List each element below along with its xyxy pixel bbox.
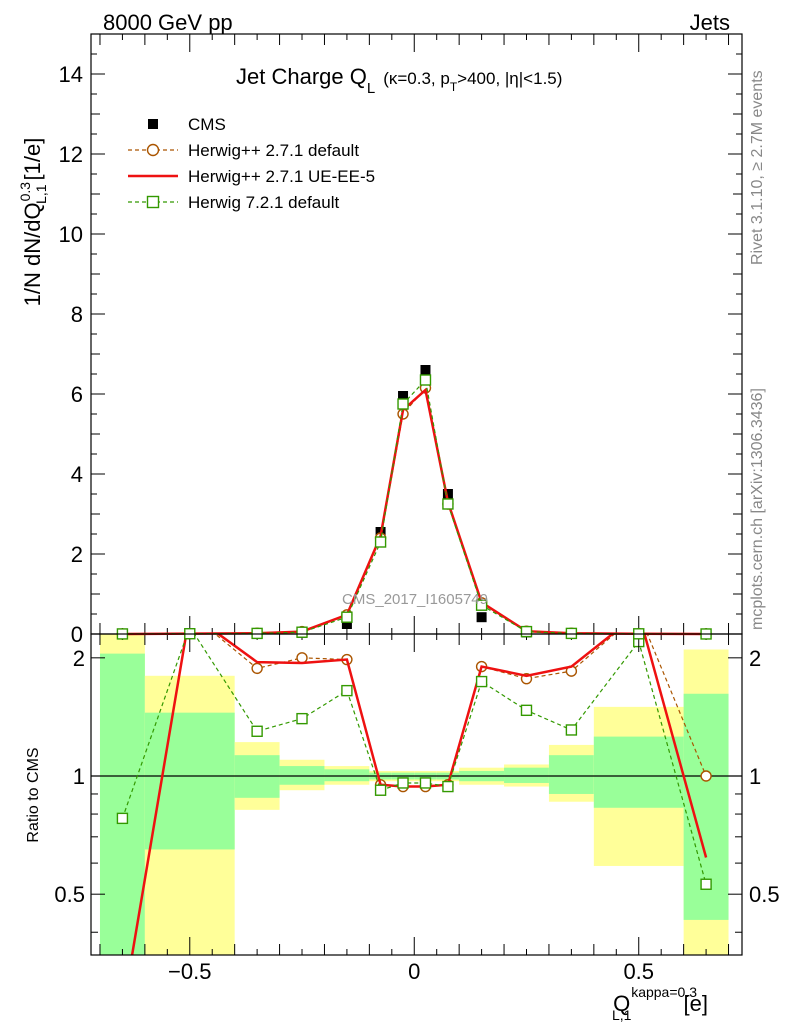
- ratio-y-tick-label-right: 1: [749, 764, 761, 789]
- title-main-sub: L: [367, 80, 375, 97]
- legend-marker: [148, 119, 158, 129]
- legend: CMS Herwig++ 2.7.1 default Herwig++ 2.7.1 …: [128, 115, 375, 212]
- x-label-unit: [e]: [683, 991, 707, 1016]
- y-label-main-sub: L,1: [33, 184, 49, 204]
- ratio-marker: [419, 777, 432, 789]
- ratio-marker: [374, 784, 387, 796]
- series-line: [122, 378, 707, 635]
- ratio-marker: [700, 878, 712, 890]
- x-label-sub: L,1: [612, 1007, 632, 1023]
- main-y-tick-label: 0: [71, 622, 83, 647]
- main-y-tick-label: 10: [59, 222, 83, 247]
- main-y-tick-label: 2: [71, 542, 83, 567]
- ratio-marker: [442, 780, 454, 793]
- data-point: [420, 365, 431, 375]
- ratio-marker: [520, 704, 533, 717]
- ratio-y-tick-label: 0.5: [54, 882, 85, 907]
- x-label-text: Q: [613, 991, 630, 1016]
- ratio-marker: [116, 812, 129, 825]
- main-y-tick-label: 4: [71, 462, 83, 487]
- header-process: Jets: [690, 10, 730, 35]
- series-marker: [397, 398, 409, 410]
- legend-label: Herwig 7.2.1 default: [188, 193, 339, 212]
- ratio-marker: [397, 777, 409, 789]
- ratio-marker: [296, 712, 308, 725]
- series-marker: [296, 626, 308, 638]
- y-axis-label-main: 1/N dN/dQ0.3L,1 [1/e]: [17, 138, 49, 307]
- main-y-tick-label: 6: [71, 382, 83, 407]
- uncertainty-band-stat: [593, 736, 684, 808]
- mcplots-caption: mcplots.cern.ch [arXiv:1306.3436]: [749, 388, 766, 630]
- y-label-main-text: 1/N dN/dQ: [20, 202, 45, 306]
- series-marker: [419, 374, 432, 386]
- title-cuts-b: >400, |η|<1.5): [457, 69, 562, 88]
- uncertainty-band-stat: [144, 712, 235, 850]
- legend-marker: [146, 143, 160, 157]
- data-point: [442, 489, 453, 499]
- ratio-panel: 0.5 0.51 12 2−0.5 0 0.5: [54, 34, 780, 984]
- main-panel: 0 2 4 6 8 10 12 14: [59, 33, 743, 647]
- x-tick-label: 0.5: [623, 959, 654, 984]
- uncertainty-band-stat: [99, 653, 145, 955]
- x-axis-label: Qkappa=0.3 L,1 [e]: [612, 984, 708, 1023]
- series-marker: [475, 599, 488, 611]
- ratio-marker: [565, 724, 578, 736]
- ratio-y-tick-label-right: 0.5: [749, 882, 780, 907]
- ratio-y-tick-label-right: 2: [749, 646, 761, 671]
- ratio-marker: [296, 652, 308, 664]
- ratio-line: [130, 634, 708, 955]
- legend-marker: [146, 195, 160, 209]
- ratio-clip-group: [91, 634, 742, 955]
- legend-label: CMS: [188, 115, 226, 134]
- main-y-tick-label: 14: [59, 62, 83, 87]
- data-point: [398, 391, 409, 401]
- legend-label: Herwig++ 2.7.1 default: [188, 141, 359, 160]
- title-cuts-sub: T: [450, 80, 458, 94]
- rivet-caption: Rivet 3.1.10, ≥ 2.7M events: [749, 70, 766, 265]
- main-y-tick-label: 12: [59, 142, 83, 167]
- y-axis-label-ratio: Ratio to CMS: [25, 747, 42, 842]
- x-tick-label: −0.5: [168, 959, 211, 984]
- analysis-watermark: CMS_2017_I1605749: [342, 591, 488, 608]
- ratio-marker: [700, 770, 712, 782]
- title-main: Jet Charge Q: [236, 64, 367, 89]
- ratio-line: [121, 634, 707, 885]
- data-point: [476, 612, 487, 623]
- uncertainty-band-stat: [548, 755, 594, 794]
- ratio-marker: [251, 662, 263, 675]
- ratio-y-tick-label: 1: [73, 764, 85, 789]
- svg-text:Jet Charge QL(κ=0.3, pT>400, |: Jet Charge QL (κ=0.3, pT>400, |η|<1.5): [236, 64, 562, 97]
- plot-title: Jet Charge QL (κ=0.3, pT>400, |η|<1.5): [236, 64, 562, 97]
- series-marker: [520, 625, 533, 638]
- uncertainty-band-stat: [504, 767, 549, 783]
- ratio-marker: [251, 725, 263, 737]
- x-label-sup: kappa=0.3: [631, 984, 697, 1000]
- title-cuts-a: (κ=0.3, p: [383, 69, 450, 88]
- uncertainty-band-stat: [324, 769, 370, 782]
- x-tick-label: 0: [408, 959, 420, 984]
- main-y-tick-label: 8: [71, 302, 83, 327]
- y-label-main-unit: [1/e]: [20, 138, 45, 181]
- legend-label: Herwig++ 2.7.1 UE-EE-5: [188, 167, 375, 186]
- ratio-marker: [341, 684, 353, 697]
- series-marker: [374, 536, 387, 548]
- header-energy: 8000 GeV pp: [103, 10, 233, 35]
- series-marker: [442, 498, 454, 510]
- y-label-main-sup: 0.3: [17, 182, 33, 202]
- ratio-marker: [475, 675, 488, 688]
- data-point: [341, 619, 352, 629]
- ratio-y-tick-label: 2: [73, 646, 85, 671]
- series-marker: [341, 611, 353, 623]
